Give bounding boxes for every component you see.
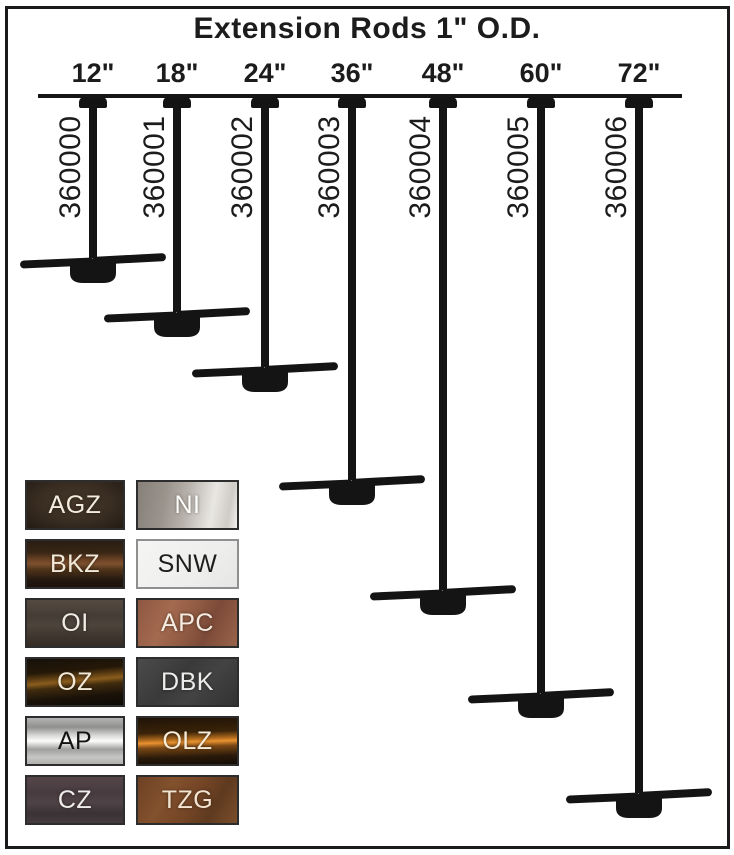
finish-swatch-grid: AGZ NI BKZ SNW OI APC OZ DBK AP OLZ CZ T…	[25, 480, 239, 825]
extension-rod	[439, 98, 447, 590]
finish-swatch-bkz: BKZ	[25, 539, 125, 589]
fan-silhouette	[192, 362, 338, 392]
finish-swatch-tzg: TZG	[136, 775, 239, 825]
fan-silhouette	[104, 307, 250, 337]
extension-rod	[261, 98, 269, 367]
finish-swatch-snw: SNW	[136, 539, 239, 589]
model-number: 360005	[502, 115, 535, 219]
size-label: 12"	[71, 58, 115, 88]
finish-swatch-apc: APC	[136, 598, 239, 648]
extension-rod	[348, 98, 356, 480]
finish-swatch-cz: CZ	[25, 775, 125, 825]
size-label: 36"	[330, 58, 374, 88]
finish-swatch-olz: OLZ	[136, 716, 239, 766]
fan-silhouette	[468, 688, 614, 718]
finish-swatch-oz: OZ	[25, 657, 125, 707]
finish-code: SNW	[157, 549, 218, 578]
page-title: Extension Rods 1" O.D.	[193, 12, 541, 45]
finish-code: OLZ	[162, 726, 213, 755]
finish-code: AP	[57, 726, 93, 755]
extension-rod	[173, 98, 181, 312]
rod-assembly-72in: 72" 360006	[564, 58, 714, 833]
model-number: 360004	[404, 115, 437, 219]
rod-assembly-48in: 48" 360004	[368, 58, 518, 630]
finish-code: OI	[61, 608, 89, 637]
finish-code: DBK	[161, 667, 214, 696]
ceiling-line	[38, 94, 682, 98]
finish-code: AGZ	[48, 490, 102, 519]
model-number: 360003	[313, 115, 346, 219]
model-number: 360000	[54, 115, 87, 219]
model-number: 360006	[600, 115, 633, 219]
finish-swatch-ni: NI	[136, 480, 239, 530]
rod-assembly-24in: 24" 360002	[190, 58, 340, 407]
size-label: 60"	[519, 58, 563, 88]
fan-silhouette	[20, 253, 166, 283]
model-number: 360001	[138, 115, 171, 219]
finish-swatch-ap: AP	[25, 716, 125, 766]
size-label: 48"	[421, 58, 465, 88]
extension-rod	[89, 98, 97, 258]
finish-code: TZG	[161, 785, 214, 814]
finish-swatch-dbk: DBK	[136, 657, 239, 707]
size-label: 24"	[243, 58, 287, 88]
rod-assembly-60in: 60" 360005	[466, 58, 616, 733]
size-label: 18"	[155, 58, 199, 88]
finish-code: CZ	[57, 785, 93, 814]
model-number: 360002	[226, 115, 259, 219]
size-label: 72"	[617, 58, 661, 88]
fan-silhouette	[370, 585, 516, 615]
finish-swatch-oi: OI	[25, 598, 125, 648]
fan-silhouette	[566, 788, 712, 818]
rod-assembly-12in: 12" 360000	[18, 58, 168, 298]
rod-assembly-36in: 36" 360003	[277, 58, 427, 520]
finish-swatch-agz: AGZ	[25, 480, 125, 530]
finish-code: OZ	[57, 667, 93, 696]
rod-assembly-18in: 18" 360001	[102, 58, 252, 352]
finish-code: NI	[174, 490, 201, 519]
finish-code: BKZ	[49, 549, 101, 578]
finish-code: APC	[161, 608, 214, 637]
extension-rod	[537, 98, 545, 693]
fan-silhouette	[279, 475, 425, 505]
extension-rod	[635, 98, 643, 793]
